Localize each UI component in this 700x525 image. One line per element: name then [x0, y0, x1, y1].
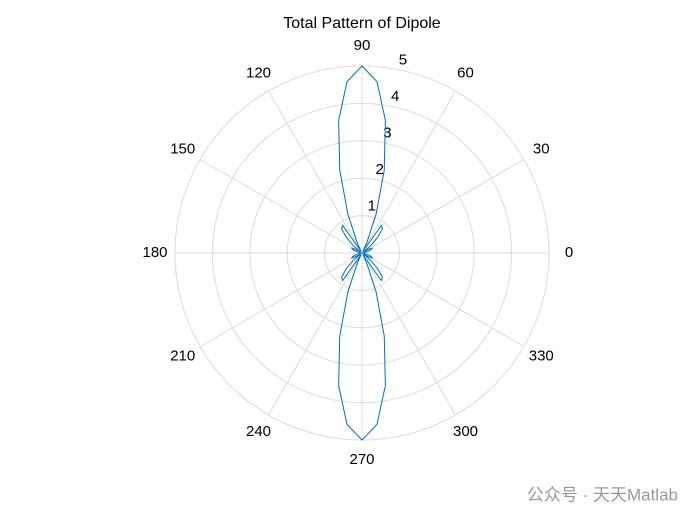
grid-spoke	[361, 90, 456, 254]
r-tick-label: 5	[399, 51, 407, 68]
theta-tick-label: 300	[453, 423, 478, 440]
theta-tick-label: 0	[565, 244, 573, 261]
grid-spoke	[268, 90, 363, 254]
grid-spoke	[268, 252, 363, 416]
theta-tick-label: 180	[142, 244, 167, 261]
r-tick-label: 3	[383, 124, 391, 141]
r-tick-label: 4	[391, 88, 399, 105]
chart-title: Total Pattern of Dipole	[283, 15, 441, 32]
grid-spoke	[361, 252, 456, 416]
r-tick-label: 2	[375, 161, 383, 178]
theta-tick-label: 240	[246, 423, 271, 440]
theta-tick-label: 150	[170, 140, 195, 157]
theta-tick-label: 30	[533, 140, 550, 157]
grid-spoke	[361, 159, 525, 254]
theta-tick-label: 120	[246, 65, 271, 82]
grid-spoke	[199, 252, 363, 347]
theta-tick-label: 210	[170, 347, 195, 364]
grid-spoke	[199, 159, 363, 254]
grid-spoke	[361, 252, 525, 347]
watermark: 公众号 · 天天Matlab	[527, 485, 678, 504]
theta-tick-label: 60	[457, 65, 474, 82]
theta-tick-label: 90	[354, 37, 371, 54]
pattern-line	[338, 65, 386, 441]
theta-tick-label: 270	[349, 451, 374, 468]
theta-tick-label: 330	[529, 347, 554, 364]
r-tick-label: 1	[368, 198, 376, 215]
